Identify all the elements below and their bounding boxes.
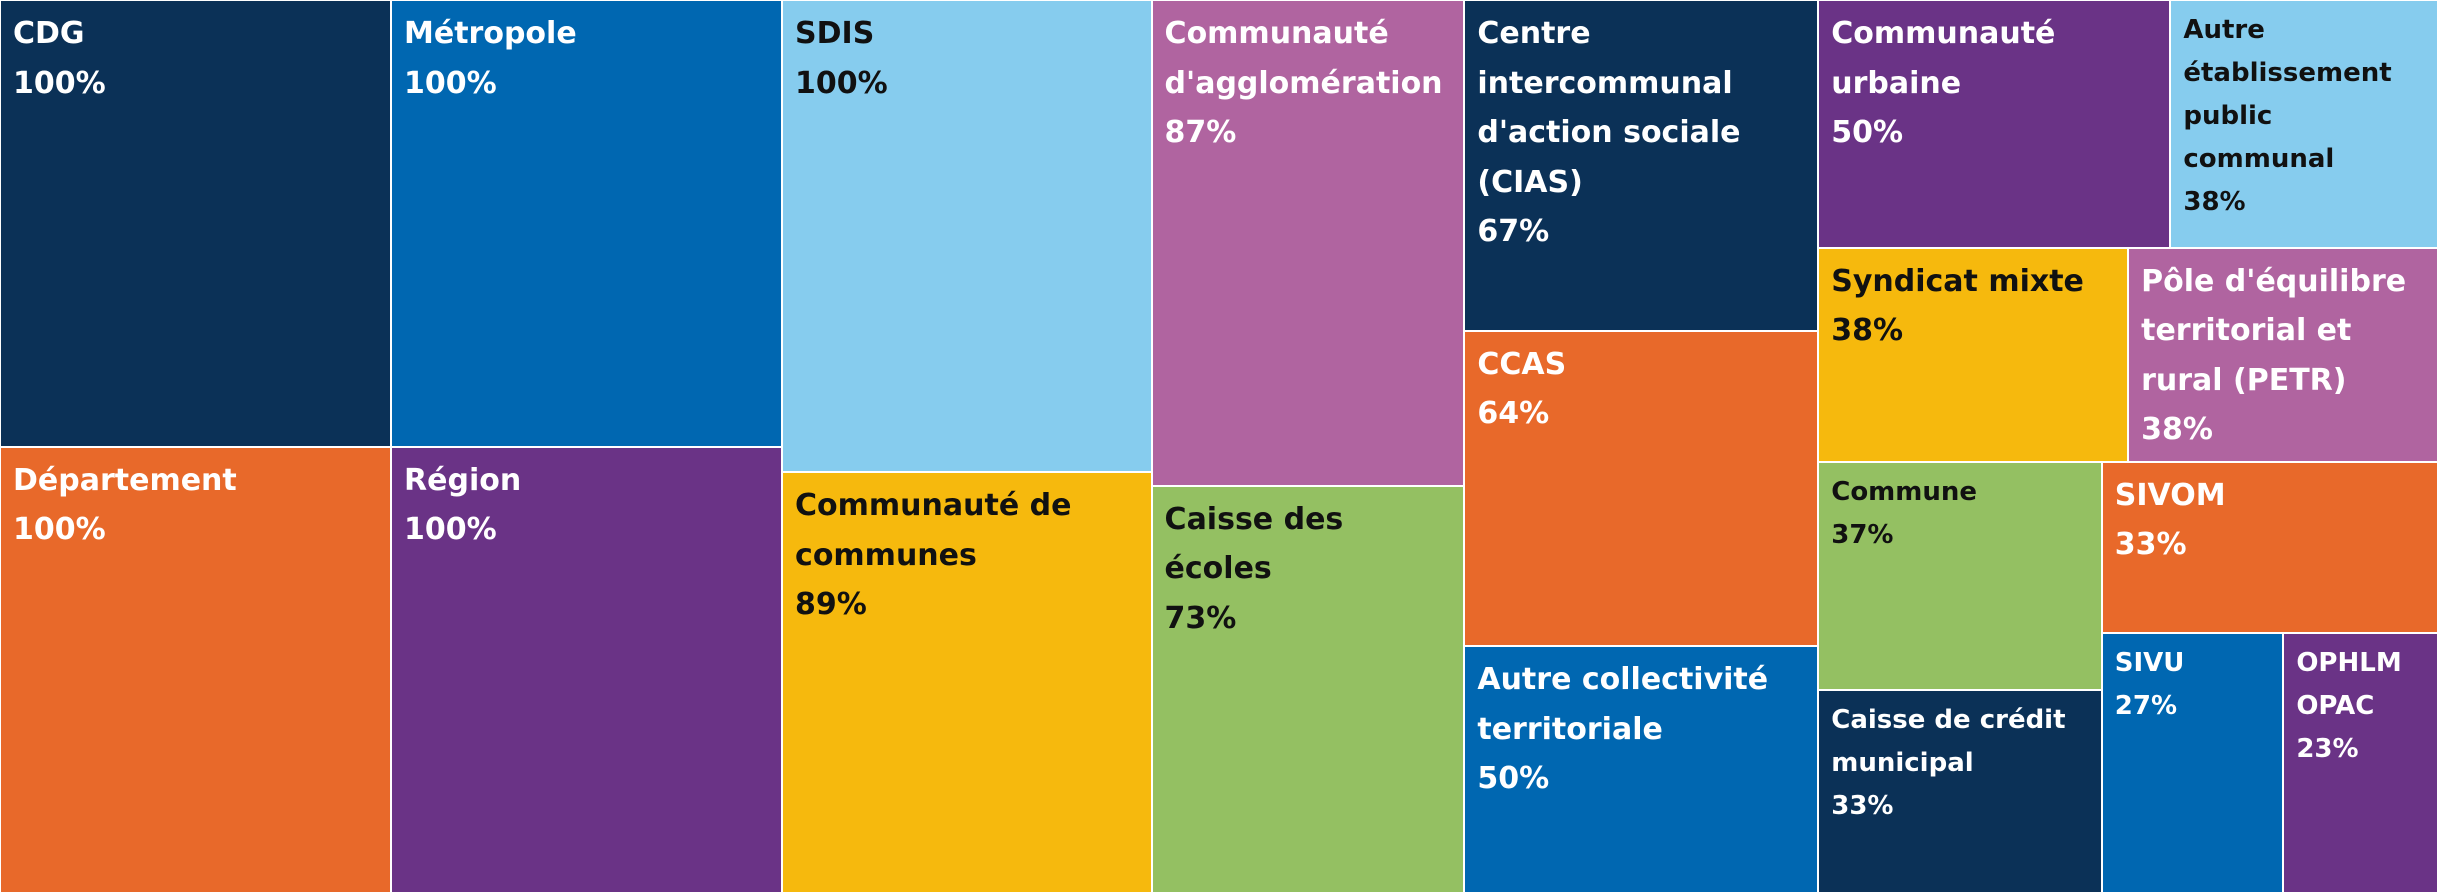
cell-label: Autre collectivité territoriale (1477, 662, 1769, 747)
treemap-cell: SDIS 100% (782, 0, 1152, 473)
cell-label: CCAS (1477, 346, 1567, 382)
cell-value-label: 38% (1831, 313, 1904, 349)
cell-label: CDG (13, 16, 85, 51)
treemap-cell: Communauté urbaine 50% (1818, 0, 2171, 248)
treemap-cell: Région 100% (391, 446, 783, 893)
cell-value-label: 89% (795, 587, 867, 623)
cell-value-label: 50% (1477, 761, 1550, 797)
cell-value-label: 100% (13, 65, 106, 101)
treemap-cell: Syndicat mixte 38% (1818, 247, 2129, 462)
cell-label: Communauté d'agglomération (1164, 16, 1443, 101)
cell-value-label: 67% (1477, 214, 1550, 249)
cell-value-label: 38% (2141, 412, 2213, 448)
treemap-cell: Caisse des écoles 73% (1151, 485, 1465, 893)
cell-label: Caisse des écoles (1164, 501, 1344, 587)
cell-value-label: 100% (795, 65, 888, 101)
treemap-cell: Communauté de communes 89% (782, 472, 1152, 893)
treemap-cell: Caisse de crédit municipal 33% (1818, 689, 2102, 893)
treemap-cell: Communauté d'agglomération 87% (1151, 0, 1465, 486)
cell-label: Commune (1831, 476, 1978, 507)
treemap-cell: Métropole 100% (391, 0, 783, 447)
cell-label: Pôle d'équilibre territorial et rural (P… (2141, 263, 2407, 398)
cell-label: SDIS (795, 16, 875, 51)
cell-value-label: 100% (404, 512, 497, 547)
cell-value-label: 37% (1831, 519, 1894, 550)
treemap-cell: OPHLM OPAC 23% (2283, 633, 2438, 893)
cell-value-label: 64% (1477, 396, 1550, 432)
cell-label: Caisse de crédit municipal (1831, 704, 2066, 778)
cell-label: Centre intercommunal d'action sociale (C… (1477, 16, 1741, 200)
cell-label: SIVU (2114, 648, 2185, 679)
cell-value-label: 33% (2114, 527, 2187, 563)
treemap-cell: Centre intercommunal d'action sociale (C… (1464, 0, 1819, 331)
treemap-cell: Autre collectivité territoriale 50% (1464, 646, 1819, 893)
treemap-cell: Commune 37% (1818, 461, 2102, 690)
cell-label: Communauté de communes (795, 488, 1072, 573)
cell-value-label: 38% (2183, 186, 2246, 217)
cell-value-label: 73% (1164, 600, 1237, 636)
treemap-cell: SIVU 27% (2101, 633, 2284, 893)
cell-label: Région (404, 462, 522, 498)
cell-label: Département (13, 462, 237, 498)
cell-label: Communauté urbaine (1831, 16, 2056, 101)
treemap-cell: CCAS 64% (1464, 330, 1819, 647)
cell-label: Syndicat mixte (1831, 263, 2084, 299)
cell-label: Métropole (404, 16, 577, 51)
treemap-cell: Département 100% (0, 446, 392, 893)
cell-value-label: 23% (2296, 734, 2359, 765)
cell-value-label: 33% (1831, 790, 1894, 821)
treemap-cell: Autre établissement public communal 38% (2170, 0, 2438, 248)
cell-label: Autre établissement public communal (2183, 15, 2392, 174)
cell-value-label: 87% (1164, 115, 1237, 150)
cell-value-label: 27% (2114, 691, 2178, 722)
treemap-cell: Pôle d'équilibre territorial et rural (P… (2128, 247, 2438, 462)
cell-value-label: 100% (13, 512, 106, 547)
treemap-cell: SIVOM 33% (2101, 461, 2438, 634)
cell-value-label: 100% (404, 65, 497, 101)
cell-value-label: 50% (1831, 115, 1904, 150)
treemap-cell: CDG 100% (0, 0, 392, 447)
cell-label: SIVOM (2114, 477, 2226, 513)
cell-label: OPHLM OPAC (2296, 648, 2402, 722)
